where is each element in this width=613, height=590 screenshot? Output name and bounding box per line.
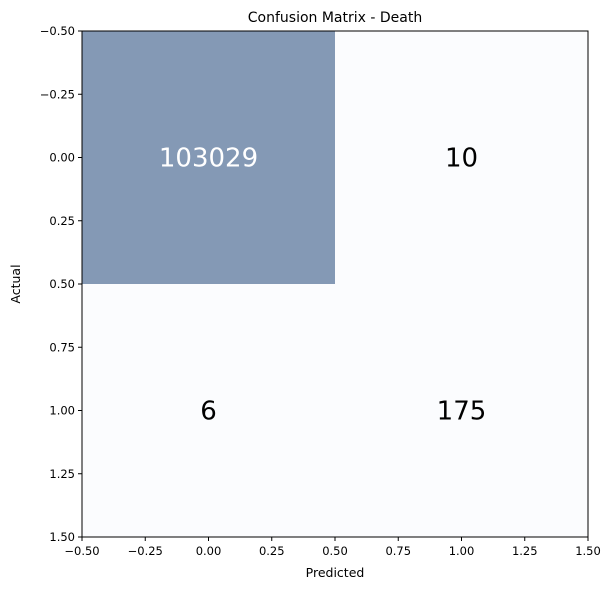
- heatmap-cell-r0-c0: [82, 31, 335, 284]
- y-tick-label: 1.50: [49, 530, 75, 544]
- x-tick-label: 0.00: [196, 544, 222, 558]
- y-tick-label: 1.00: [49, 404, 75, 418]
- y-tick-label: −0.50: [40, 24, 75, 38]
- y-tick-label: 0.75: [49, 340, 75, 354]
- y-tick-label: 1.25: [49, 467, 75, 481]
- x-axis-ticks: −0.50 −0.25 0.00 0.25 0.50 0.75 1.00 1.25 1.50: [64, 537, 601, 558]
- cell-label-r1-c0: 6: [200, 397, 217, 427]
- x-tick-label: 0.75: [385, 544, 411, 558]
- y-tick-label: 0.50: [49, 277, 75, 291]
- y-axis-label: Actual: [8, 264, 23, 303]
- x-tick-label: 0.25: [259, 544, 285, 558]
- y-tick-label: −0.25: [40, 87, 75, 101]
- y-axis-ticks: −0.50 −0.25 0.00 0.25 0.50 0.75 1.00 1.25 1.50: [40, 24, 82, 544]
- heatmap-cells: [82, 31, 588, 537]
- x-tick-label: −0.25: [128, 544, 163, 558]
- x-tick-label: 1.00: [449, 544, 475, 558]
- cell-label-r0-c1: 10: [445, 144, 478, 174]
- x-tick-label: 1.25: [512, 544, 538, 558]
- cell-label-r0-c0: 103029: [159, 144, 258, 174]
- cell-label-r1-c1: 175: [437, 397, 487, 427]
- y-tick-label: 0.00: [49, 151, 75, 165]
- cell-labels: 103029 10 6 175: [159, 144, 486, 427]
- chart-title: Confusion Matrix - Death: [248, 10, 422, 26]
- x-axis-label: Predicted: [306, 565, 365, 580]
- heatmap-cell-r1-c0: [82, 284, 335, 537]
- x-tick-label: 0.50: [322, 544, 348, 558]
- heatmap-cell-r1-c1: [335, 284, 588, 537]
- heatmap-cell-r0-c1: [335, 31, 588, 284]
- y-tick-label: 0.25: [49, 214, 75, 228]
- x-tick-label: −0.50: [64, 544, 99, 558]
- x-tick-label: 1.50: [575, 544, 601, 558]
